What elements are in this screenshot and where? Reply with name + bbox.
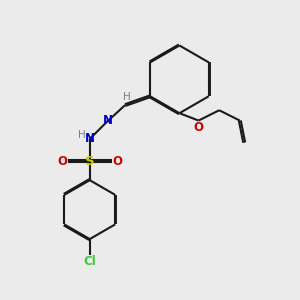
Text: S: S [85,154,94,167]
Text: Cl: Cl [83,255,96,268]
Text: O: O [194,121,204,134]
Text: N: N [85,133,95,146]
Text: O: O [57,154,68,167]
Text: H: H [123,92,130,102]
Text: H: H [78,130,86,140]
Text: O: O [112,154,122,167]
Text: N: N [103,114,113,127]
